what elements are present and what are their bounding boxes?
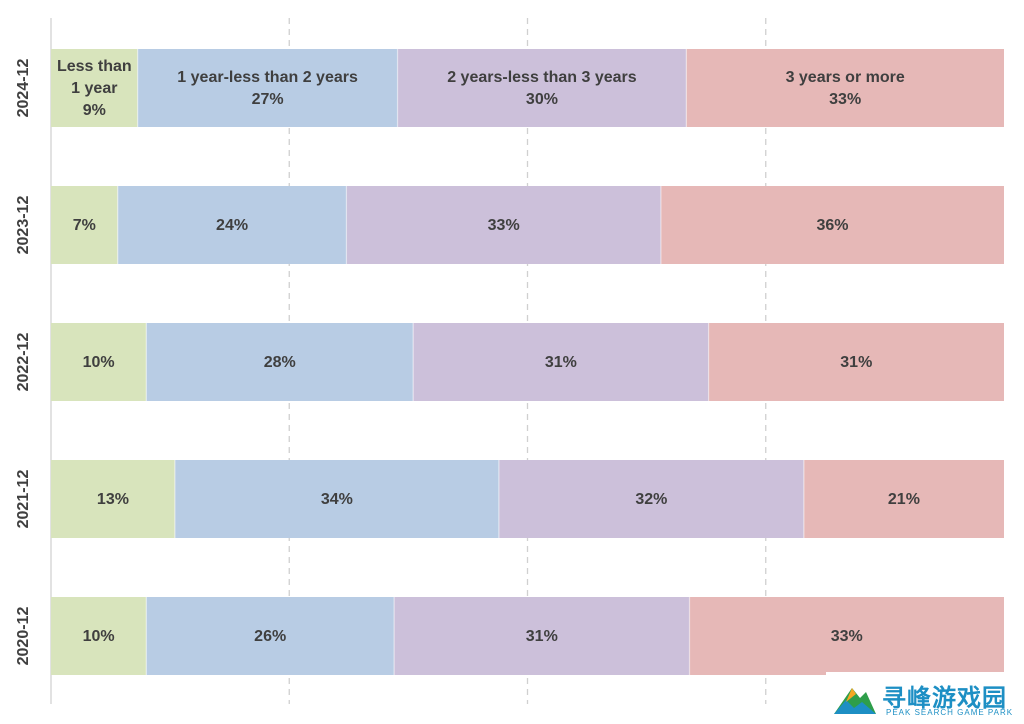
bar-segment xyxy=(397,49,687,127)
data-label: 24% xyxy=(216,217,248,234)
bar-segment xyxy=(137,49,398,127)
bar-segment xyxy=(686,49,1004,127)
data-label: 33% xyxy=(829,91,861,108)
bar-segment xyxy=(346,186,661,264)
data-label: 31% xyxy=(526,628,558,645)
watermark: 寻峰游戏园 PEAK SEARCH GAME PARK xyxy=(826,672,1024,724)
bar-segment xyxy=(146,323,414,401)
bar-segment xyxy=(51,323,147,401)
bar-segment xyxy=(174,460,499,538)
data-label: 9% xyxy=(83,102,106,119)
data-label: 21% xyxy=(888,491,920,508)
bar-segment xyxy=(394,597,690,675)
category-label: 2020-12 xyxy=(15,607,32,666)
bar-segment xyxy=(146,597,395,675)
data-label: 31% xyxy=(545,354,577,371)
bar-segment xyxy=(51,460,175,538)
data-label: 28% xyxy=(264,354,296,371)
data-label: 2 years-less than 3 years xyxy=(447,69,637,86)
bar-segment xyxy=(51,597,147,675)
data-label: 27% xyxy=(252,91,284,108)
data-label: 10% xyxy=(83,354,115,371)
data-label: 3 years or more xyxy=(786,69,905,86)
bar-segment xyxy=(498,460,804,538)
data-label: 33% xyxy=(488,217,520,234)
data-label: 1 year xyxy=(71,80,117,97)
category-label: 2023-12 xyxy=(15,196,32,255)
data-label: 32% xyxy=(635,491,667,508)
data-label: Less than xyxy=(57,58,132,75)
data-label: 7% xyxy=(73,217,96,234)
watermark-title: 寻峰游戏园 xyxy=(882,684,1007,712)
bar-segment xyxy=(708,323,1004,401)
data-label: 33% xyxy=(831,628,863,645)
watermark-subtitle: PEAK SEARCH GAME PARK xyxy=(886,708,1014,717)
mountain-logo-icon xyxy=(834,688,876,714)
bar-segment xyxy=(803,460,1004,538)
data-label: 26% xyxy=(254,628,286,645)
bar-segment xyxy=(689,597,1004,675)
data-label: 30% xyxy=(526,91,558,108)
data-label: 1 year-less than 2 years xyxy=(177,69,358,86)
bar-segment xyxy=(51,186,118,264)
data-label: 31% xyxy=(840,354,872,371)
bar-segment xyxy=(117,186,347,264)
data-label: 10% xyxy=(83,628,115,645)
category-label: 2022-12 xyxy=(15,333,32,392)
data-label: 36% xyxy=(816,217,848,234)
bar-segment xyxy=(660,186,1004,264)
bar-segment xyxy=(413,323,709,401)
category-label: 2021-12 xyxy=(15,470,32,529)
data-label: 34% xyxy=(321,491,353,508)
bar-segment xyxy=(51,49,138,127)
category-label: 2024-12 xyxy=(15,59,32,118)
data-label: 13% xyxy=(97,491,129,508)
